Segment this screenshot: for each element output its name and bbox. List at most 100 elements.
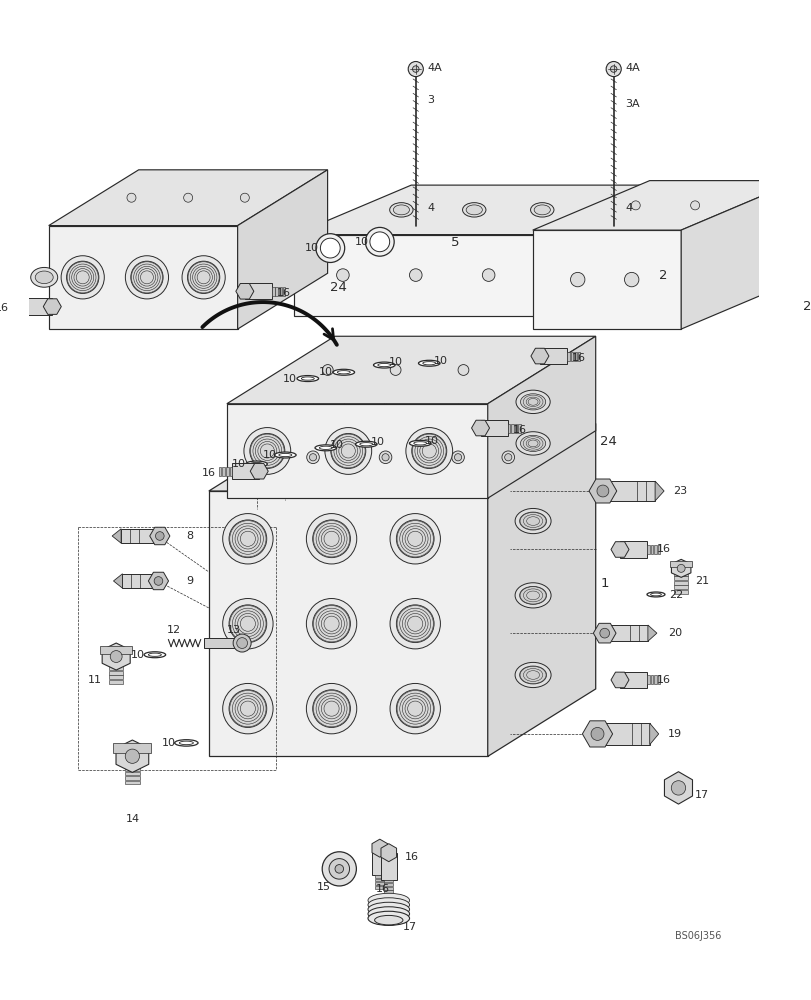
Polygon shape [487, 336, 595, 498]
Polygon shape [581, 721, 611, 747]
Circle shape [233, 634, 251, 652]
Polygon shape [275, 287, 278, 296]
Polygon shape [112, 529, 121, 543]
Polygon shape [282, 287, 285, 296]
Text: 5: 5 [450, 236, 459, 249]
Circle shape [229, 520, 267, 558]
Text: 2A: 2A [801, 300, 811, 313]
Polygon shape [620, 541, 646, 558]
Ellipse shape [315, 445, 337, 451]
Bar [109, 675, 123, 679]
Polygon shape [657, 675, 659, 684]
Polygon shape [15, 302, 18, 311]
Polygon shape [532, 181, 797, 230]
Text: 16: 16 [656, 675, 670, 685]
Ellipse shape [414, 442, 427, 445]
Ellipse shape [646, 592, 664, 597]
Polygon shape [510, 424, 513, 433]
Ellipse shape [35, 271, 54, 284]
Polygon shape [566, 352, 569, 361]
Text: 10: 10 [371, 437, 384, 447]
Polygon shape [208, 424, 595, 491]
Circle shape [409, 269, 422, 281]
Circle shape [306, 599, 356, 649]
Circle shape [155, 532, 164, 540]
Circle shape [125, 749, 139, 763]
Polygon shape [657, 545, 659, 554]
Polygon shape [226, 404, 487, 498]
Ellipse shape [367, 911, 409, 925]
Polygon shape [250, 463, 268, 479]
Circle shape [501, 451, 514, 464]
Circle shape [229, 690, 267, 728]
Polygon shape [649, 723, 658, 745]
Polygon shape [650, 675, 653, 684]
Ellipse shape [367, 907, 409, 921]
Circle shape [605, 61, 620, 77]
Circle shape [389, 514, 440, 564]
Text: 10: 10 [231, 459, 245, 469]
Text: 2: 2 [658, 269, 667, 282]
Bar [109, 662, 123, 666]
Text: 11: 11 [88, 675, 101, 685]
Text: 16: 16 [0, 303, 9, 313]
Circle shape [250, 433, 285, 469]
Polygon shape [375, 879, 384, 881]
Polygon shape [238, 170, 327, 329]
Ellipse shape [31, 267, 58, 287]
Ellipse shape [530, 203, 553, 217]
Ellipse shape [367, 893, 409, 907]
Text: 4A: 4A [427, 63, 442, 73]
Polygon shape [371, 848, 388, 875]
Ellipse shape [519, 512, 546, 530]
Polygon shape [225, 467, 229, 476]
Circle shape [624, 272, 638, 287]
Text: 3: 3 [427, 95, 434, 105]
Text: 22: 22 [668, 590, 683, 600]
Ellipse shape [250, 462, 263, 466]
Circle shape [306, 514, 356, 564]
Ellipse shape [520, 435, 545, 452]
Polygon shape [471, 420, 489, 436]
Polygon shape [279, 287, 281, 296]
Text: 10: 10 [131, 650, 144, 660]
Ellipse shape [515, 432, 550, 455]
Polygon shape [218, 467, 221, 476]
Polygon shape [371, 839, 387, 857]
Text: 10: 10 [282, 374, 296, 384]
Circle shape [229, 605, 267, 643]
Polygon shape [375, 886, 384, 889]
Ellipse shape [355, 441, 376, 447]
Text: 24: 24 [330, 281, 347, 294]
Ellipse shape [337, 371, 350, 374]
Circle shape [127, 193, 135, 202]
Polygon shape [480, 420, 507, 436]
Ellipse shape [373, 362, 395, 368]
Polygon shape [294, 235, 537, 316]
Polygon shape [380, 853, 397, 880]
Ellipse shape [515, 390, 550, 414]
Ellipse shape [389, 203, 413, 217]
Text: 13: 13 [226, 625, 241, 635]
Text: 21: 21 [694, 576, 708, 586]
Circle shape [328, 859, 349, 879]
Circle shape [243, 428, 290, 474]
Polygon shape [230, 467, 232, 476]
Polygon shape [570, 352, 573, 361]
Bar [125, 763, 139, 766]
Text: 16: 16 [513, 425, 526, 435]
Ellipse shape [179, 741, 193, 745]
Circle shape [408, 61, 423, 77]
Circle shape [237, 638, 247, 648]
Polygon shape [25, 298, 52, 315]
Ellipse shape [409, 440, 431, 446]
Polygon shape [384, 887, 393, 890]
Text: 10: 10 [305, 243, 319, 253]
Text: 10: 10 [330, 440, 344, 450]
Text: 4A: 4A [624, 63, 639, 73]
Polygon shape [222, 467, 225, 476]
Circle shape [182, 256, 225, 299]
Circle shape [570, 272, 584, 287]
Circle shape [222, 514, 272, 564]
Polygon shape [272, 287, 274, 296]
